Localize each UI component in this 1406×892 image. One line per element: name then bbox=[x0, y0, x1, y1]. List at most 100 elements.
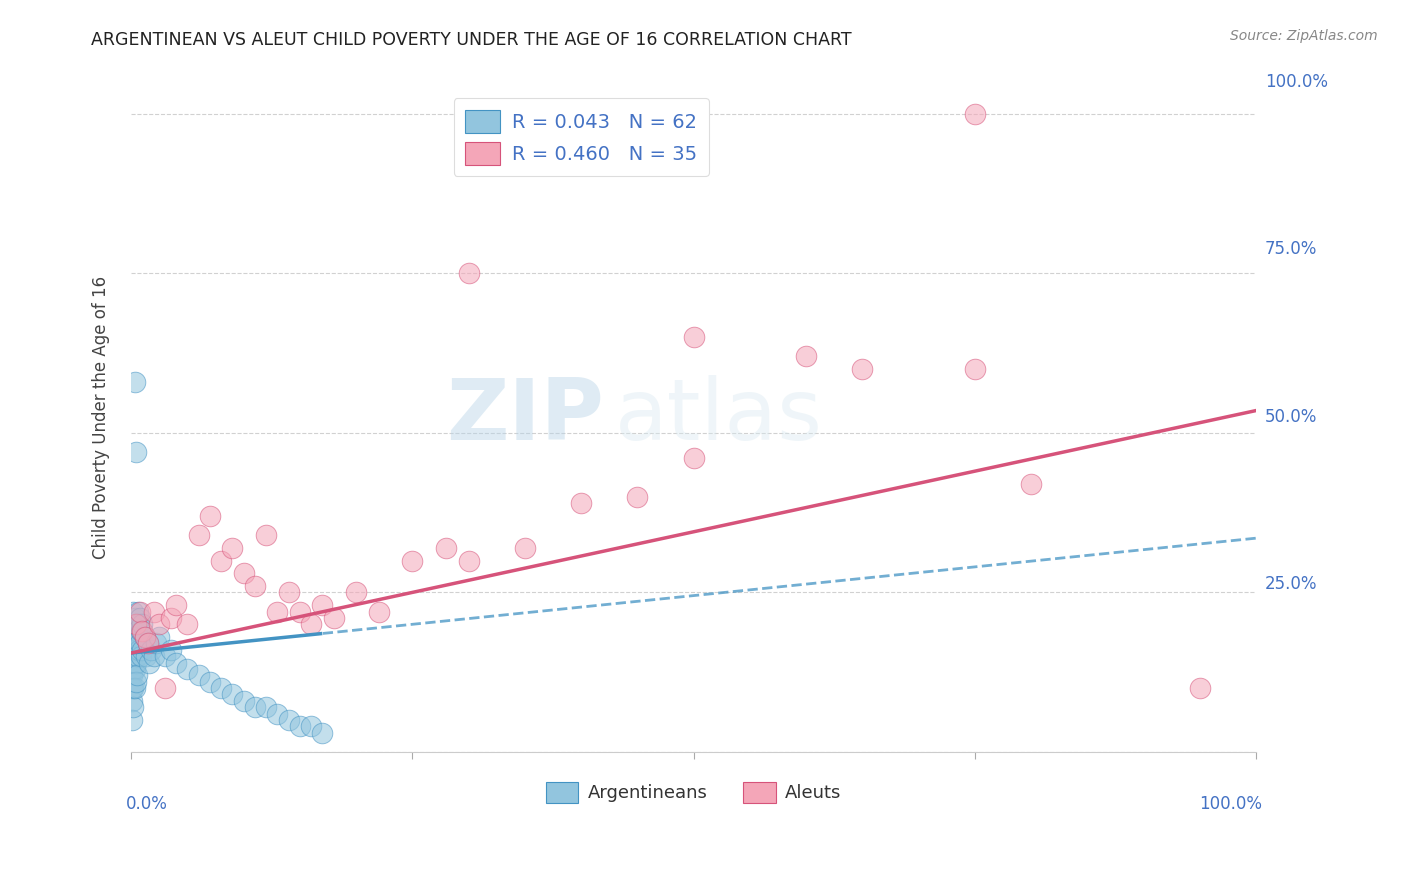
Point bbox=[176, 662, 198, 676]
Point bbox=[243, 700, 266, 714]
Point bbox=[187, 668, 209, 682]
Point bbox=[121, 617, 143, 632]
Point bbox=[165, 598, 187, 612]
Point bbox=[1019, 477, 1042, 491]
Point bbox=[513, 541, 536, 555]
Point bbox=[121, 656, 143, 670]
Point bbox=[232, 566, 254, 581]
Point bbox=[121, 630, 143, 644]
Point bbox=[121, 694, 143, 708]
Point bbox=[129, 624, 152, 638]
Point bbox=[145, 636, 167, 650]
Point bbox=[187, 528, 209, 542]
Point bbox=[124, 445, 146, 459]
Point bbox=[125, 649, 148, 664]
Point bbox=[963, 362, 986, 376]
Point bbox=[311, 598, 333, 612]
Point bbox=[129, 649, 152, 664]
Point bbox=[122, 700, 145, 714]
Point bbox=[457, 266, 479, 280]
Point bbox=[127, 605, 149, 619]
Point bbox=[682, 330, 704, 344]
Text: 0.0%: 0.0% bbox=[125, 796, 167, 814]
Point bbox=[124, 611, 146, 625]
Point bbox=[124, 630, 146, 644]
Point bbox=[124, 662, 146, 676]
Point bbox=[125, 624, 148, 638]
Point bbox=[124, 681, 146, 695]
Point bbox=[134, 630, 156, 644]
Point bbox=[148, 617, 170, 632]
Point bbox=[122, 681, 145, 695]
Text: 25.0%: 25.0% bbox=[1265, 575, 1317, 593]
Point bbox=[124, 656, 146, 670]
Point bbox=[344, 585, 367, 599]
Point bbox=[963, 107, 986, 121]
Point bbox=[121, 681, 143, 695]
Point bbox=[254, 528, 277, 542]
Point bbox=[131, 617, 153, 632]
Text: ZIP: ZIP bbox=[446, 376, 603, 458]
Point bbox=[159, 643, 181, 657]
Point bbox=[457, 553, 479, 567]
Point bbox=[128, 643, 150, 657]
Point bbox=[367, 605, 389, 619]
Point bbox=[153, 649, 176, 664]
Text: 100.0%: 100.0% bbox=[1199, 796, 1261, 814]
Point bbox=[142, 649, 165, 664]
Point bbox=[142, 605, 165, 619]
Point bbox=[198, 508, 221, 523]
Point bbox=[138, 656, 160, 670]
Point bbox=[124, 674, 146, 689]
Point bbox=[134, 630, 156, 644]
Point bbox=[288, 605, 311, 619]
Text: ARGENTINEAN VS ALEUT CHILD POVERTY UNDER THE AGE OF 16 CORRELATION CHART: ARGENTINEAN VS ALEUT CHILD POVERTY UNDER… bbox=[91, 31, 852, 49]
Point bbox=[266, 605, 288, 619]
Point bbox=[129, 636, 152, 650]
Point bbox=[122, 605, 145, 619]
Point bbox=[232, 694, 254, 708]
Point bbox=[221, 688, 243, 702]
Legend: Argentineans, Aleuts: Argentineans, Aleuts bbox=[538, 774, 848, 810]
Point bbox=[125, 668, 148, 682]
Point bbox=[122, 636, 145, 650]
Point bbox=[159, 611, 181, 625]
Y-axis label: Child Poverty Under the Age of 16: Child Poverty Under the Age of 16 bbox=[93, 276, 110, 558]
Point bbox=[243, 579, 266, 593]
Point bbox=[129, 605, 152, 619]
Point bbox=[176, 617, 198, 632]
Text: 100.0%: 100.0% bbox=[1265, 73, 1329, 91]
Point bbox=[131, 624, 153, 638]
Text: 75.0%: 75.0% bbox=[1265, 241, 1317, 259]
Point bbox=[299, 719, 322, 733]
Point bbox=[136, 636, 159, 650]
Point bbox=[122, 649, 145, 664]
Point bbox=[401, 553, 423, 567]
Point bbox=[121, 713, 143, 727]
Point bbox=[434, 541, 457, 555]
Point bbox=[124, 375, 146, 389]
Point bbox=[124, 617, 146, 632]
Point bbox=[794, 349, 817, 363]
Point bbox=[1188, 681, 1211, 695]
Text: atlas: atlas bbox=[614, 376, 823, 458]
Point bbox=[254, 700, 277, 714]
Point bbox=[128, 617, 150, 632]
Point bbox=[851, 362, 873, 376]
Point bbox=[121, 643, 143, 657]
Point bbox=[148, 630, 170, 644]
Point bbox=[569, 496, 592, 510]
Point bbox=[277, 713, 299, 727]
Point bbox=[153, 681, 176, 695]
Point bbox=[124, 643, 146, 657]
Point bbox=[129, 611, 152, 625]
Point bbox=[299, 617, 322, 632]
Point bbox=[288, 719, 311, 733]
Point bbox=[122, 624, 145, 638]
Point bbox=[131, 643, 153, 657]
Point bbox=[209, 681, 232, 695]
Point bbox=[141, 643, 163, 657]
Point bbox=[135, 649, 157, 664]
Point bbox=[165, 656, 187, 670]
Point bbox=[122, 662, 145, 676]
